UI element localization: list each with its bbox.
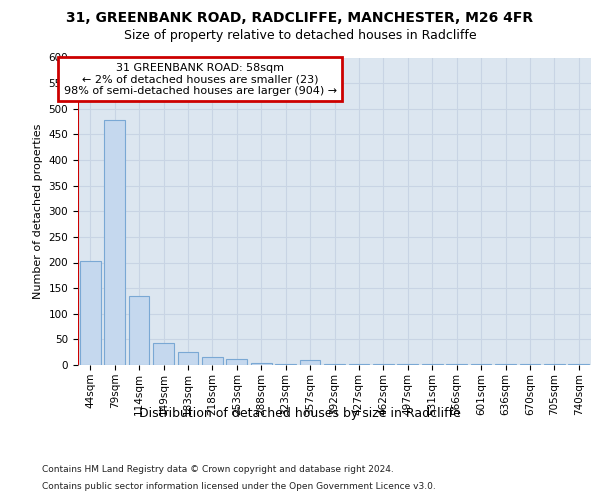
Bar (128, 296, 149, 365)
Bar (80, 261, 101, 365)
Bar (299, 360, 320, 365)
Bar (568, 364, 589, 365)
Bar (470, 364, 491, 365)
Text: Size of property relative to detached houses in Radcliffe: Size of property relative to detached ho… (124, 29, 476, 42)
Bar (226, 359, 247, 365)
Bar (422, 364, 443, 365)
Text: Distribution of detached houses by size in Radcliffe: Distribution of detached houses by size … (139, 408, 461, 420)
Bar (275, 364, 296, 365)
Bar (397, 364, 418, 365)
Bar (520, 364, 541, 365)
Bar (202, 358, 223, 365)
Bar (495, 364, 516, 365)
Bar (446, 364, 467, 365)
Text: 31, GREENBANK ROAD, RADCLIFFE, MANCHESTER, M26 4FR: 31, GREENBANK ROAD, RADCLIFFE, MANCHESTE… (67, 12, 533, 26)
Text: Contains public sector information licensed under the Open Government Licence v3: Contains public sector information licen… (42, 482, 436, 491)
Bar (104, 120, 125, 365)
Bar (349, 364, 370, 365)
Bar (153, 343, 174, 365)
Bar (373, 364, 394, 365)
Text: Contains HM Land Registry data © Crown copyright and database right 2024.: Contains HM Land Registry data © Crown c… (42, 465, 394, 474)
Bar (324, 364, 345, 365)
Bar (251, 364, 272, 365)
Text: 31 GREENBANK ROAD: 58sqm
← 2% of detached houses are smaller (23)
98% of semi-de: 31 GREENBANK ROAD: 58sqm ← 2% of detache… (64, 62, 337, 96)
Bar (544, 364, 565, 365)
Bar (178, 352, 199, 365)
Y-axis label: Number of detached properties: Number of detached properties (33, 124, 43, 299)
